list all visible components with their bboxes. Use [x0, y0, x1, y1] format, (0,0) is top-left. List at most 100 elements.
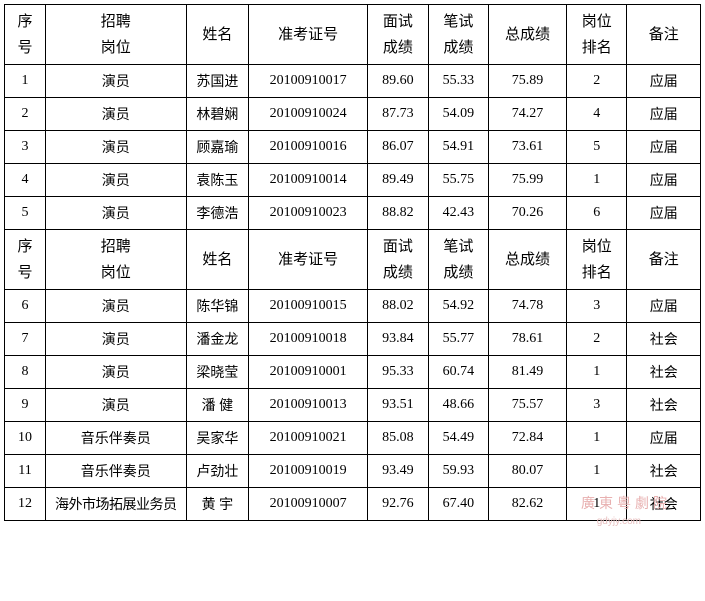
cell-total: 70.26: [489, 197, 567, 230]
cell-position: 演员: [46, 197, 186, 230]
cell-name: 陈华锦: [186, 290, 249, 323]
cell-interview: 89.49: [368, 164, 429, 197]
table-row: 4演员袁陈玉2010091001489.4955.7575.991应届: [5, 164, 701, 197]
header-exam-no: 准考证号: [249, 5, 368, 65]
cell-interview: 93.84: [368, 323, 429, 356]
cell-exam-no: 20100910023: [249, 197, 368, 230]
cell-total: 80.07: [489, 455, 567, 488]
cell-interview: 85.08: [368, 422, 429, 455]
cell-name: 黄 宇: [186, 488, 249, 521]
cell-note: 社会: [627, 455, 701, 488]
cell-interview: 88.02: [368, 290, 429, 323]
cell-interview: 88.82: [368, 197, 429, 230]
cell-exam-no: 20100910019: [249, 455, 368, 488]
cell-rank: 3: [566, 290, 627, 323]
cell-exam-no: 20100910013: [249, 389, 368, 422]
cell-seq: 3: [5, 131, 46, 164]
table-row: 8演员梁晓莹2010091000195.3360.7481.491社会: [5, 356, 701, 389]
cell-written: 67.40: [428, 488, 489, 521]
table-row: 3演员顾嘉瑜2010091001686.0754.9173.615应届: [5, 131, 701, 164]
header-seq: 序号: [5, 230, 46, 290]
cell-written: 55.33: [428, 65, 489, 98]
cell-exam-no: 20100910001: [249, 356, 368, 389]
cell-name: 苏国进: [186, 65, 249, 98]
cell-position: 音乐伴奏员: [46, 455, 186, 488]
cell-seq: 2: [5, 98, 46, 131]
cell-position: 演员: [46, 290, 186, 323]
cell-rank: 1: [566, 488, 627, 521]
cell-written: 55.77: [428, 323, 489, 356]
header-name: 姓名: [186, 230, 249, 290]
cell-seq: 6: [5, 290, 46, 323]
cell-position: 音乐伴奏员: [46, 422, 186, 455]
cell-position: 演员: [46, 164, 186, 197]
cell-rank: 3: [566, 389, 627, 422]
table-row: 9演员潘 健2010091001393.5148.6675.573社会: [5, 389, 701, 422]
table-row: 2演员林碧娴2010091002487.7354.0974.274应届: [5, 98, 701, 131]
cell-position: 演员: [46, 65, 186, 98]
cell-position: 海外市场拓展业务员: [46, 488, 186, 521]
cell-exam-no: 20100910014: [249, 164, 368, 197]
cell-total: 74.27: [489, 98, 567, 131]
header-written: 笔试成绩: [428, 5, 489, 65]
header-rank: 岗位排名: [566, 5, 627, 65]
cell-rank: 2: [566, 65, 627, 98]
cell-total: 82.62: [489, 488, 567, 521]
table-row: 10音乐伴奏员吴家华2010091002185.0854.4972.841应届: [5, 422, 701, 455]
cell-position: 演员: [46, 356, 186, 389]
cell-total: 81.49: [489, 356, 567, 389]
cell-written: 54.49: [428, 422, 489, 455]
cell-note: 社会: [627, 356, 701, 389]
cell-seq: 9: [5, 389, 46, 422]
cell-seq: 1: [5, 65, 46, 98]
table-row: 7演员潘金龙2010091001893.8455.7778.612社会: [5, 323, 701, 356]
header-seq: 序号: [5, 5, 46, 65]
cell-note: 应届: [627, 422, 701, 455]
cell-seq: 11: [5, 455, 46, 488]
table-row: 12海外市场拓展业务员黄 宇2010091000792.7667.4082.62…: [5, 488, 701, 521]
header-note: 备注: [627, 5, 701, 65]
table-row: 1演员苏国进2010091001789.6055.3375.892应届: [5, 65, 701, 98]
table-row: 11音乐伴奏员卢劲壮2010091001993.4959.9380.071社会: [5, 455, 701, 488]
cell-seq: 8: [5, 356, 46, 389]
cell-rank: 1: [566, 164, 627, 197]
cell-interview: 89.60: [368, 65, 429, 98]
cell-interview: 93.51: [368, 389, 429, 422]
cell-note: 应届: [627, 131, 701, 164]
header-total: 总成绩: [489, 5, 567, 65]
cell-total: 78.61: [489, 323, 567, 356]
cell-total: 75.57: [489, 389, 567, 422]
cell-note: 社会: [627, 488, 701, 521]
cell-name: 李德浩: [186, 197, 249, 230]
header-position: 招聘岗位: [46, 5, 186, 65]
cell-note: 社会: [627, 323, 701, 356]
cell-total: 73.61: [489, 131, 567, 164]
cell-name: 顾嘉瑜: [186, 131, 249, 164]
cell-written: 55.75: [428, 164, 489, 197]
cell-total: 72.84: [489, 422, 567, 455]
cell-position: 演员: [46, 98, 186, 131]
cell-total: 75.99: [489, 164, 567, 197]
cell-rank: 2: [566, 323, 627, 356]
cell-exam-no: 20100910018: [249, 323, 368, 356]
cell-name: 潘金龙: [186, 323, 249, 356]
header-written: 笔试成绩: [428, 230, 489, 290]
cell-note: 应届: [627, 197, 701, 230]
header-note: 备注: [627, 230, 701, 290]
cell-rank: 1: [566, 356, 627, 389]
cell-name: 林碧娴: [186, 98, 249, 131]
cell-total: 74.78: [489, 290, 567, 323]
cell-rank: 1: [566, 422, 627, 455]
cell-written: 60.74: [428, 356, 489, 389]
cell-position: 演员: [46, 323, 186, 356]
cell-name: 吴家华: [186, 422, 249, 455]
results-table: 序号招聘岗位姓名准考证号面试成绩笔试成绩总成绩岗位排名备注1演员苏国进20100…: [4, 4, 701, 521]
header-exam-no: 准考证号: [249, 230, 368, 290]
cell-name: 袁陈玉: [186, 164, 249, 197]
cell-seq: 10: [5, 422, 46, 455]
cell-rank: 5: [566, 131, 627, 164]
cell-total: 75.89: [489, 65, 567, 98]
cell-note: 应届: [627, 290, 701, 323]
cell-seq: 4: [5, 164, 46, 197]
cell-position: 演员: [46, 389, 186, 422]
